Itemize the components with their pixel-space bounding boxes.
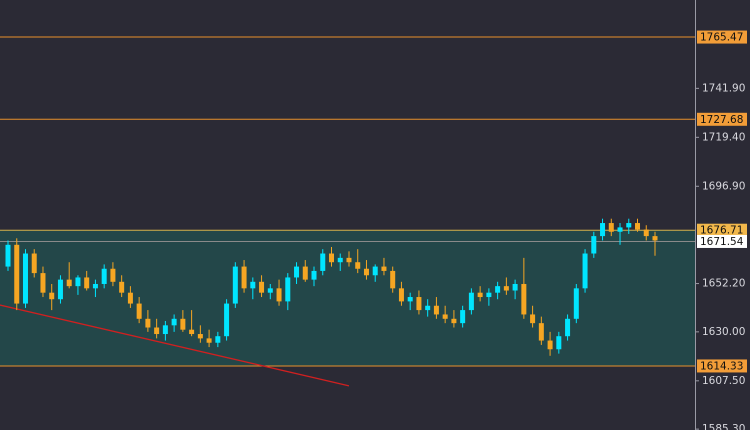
- level-label-box: [697, 223, 747, 237]
- candle-body: [276, 288, 282, 302]
- candle-body: [22, 253, 28, 304]
- candle-body: [145, 318, 151, 328]
- candle-body: [241, 266, 247, 289]
- candle-body: [591, 236, 597, 254]
- plot-area: [0, 36, 695, 387]
- y-tick-label: 1652.20: [702, 278, 745, 290]
- candle-body: [398, 288, 404, 302]
- level-label-box: [697, 234, 747, 248]
- level-label: 1676.71: [700, 225, 743, 237]
- candle-body: [197, 334, 203, 339]
- candle-body: [31, 253, 37, 274]
- y-tick-label: 1696.90: [702, 180, 745, 192]
- candle-body: [582, 253, 588, 289]
- candle-body: [530, 314, 536, 324]
- candle-body: [608, 223, 614, 232]
- y-tick-label: 1585.30: [702, 423, 745, 430]
- candle-body: [381, 266, 387, 271]
- candle-body: [49, 292, 55, 300]
- candle-body: [267, 288, 273, 293]
- candle-body: [84, 277, 90, 289]
- candle-body: [206, 338, 212, 343]
- candle-body: [547, 340, 553, 350]
- candle-body: [40, 273, 46, 293]
- candle-body: [189, 329, 195, 335]
- candle-body: [538, 323, 544, 341]
- zone: [0, 230, 695, 366]
- candle-body: [250, 281, 256, 289]
- candle-body: [302, 266, 308, 280]
- candle-body: [495, 286, 501, 293]
- y-tick-label: 1741.90: [702, 82, 745, 94]
- candle-body: [468, 292, 474, 311]
- y-tick-label: 1630.00: [702, 326, 745, 338]
- candle-body: [573, 288, 579, 319]
- candle-body: [390, 270, 396, 289]
- candle-body: [600, 223, 606, 237]
- candle-body: [66, 279, 72, 287]
- level-label-box: [697, 359, 747, 373]
- candle-body: [407, 297, 413, 302]
- candle-body: [180, 318, 186, 330]
- candle-body: [460, 310, 466, 324]
- candle-body: [442, 314, 448, 319]
- candle-body: [521, 283, 527, 315]
- price-axis: 1741.90 1719.40 1696.90 1652.20 1630.00 1607.…: [695, 30, 747, 430]
- candle-body: [14, 244, 20, 304]
- candle-body: [259, 281, 265, 293]
- candle-body: [110, 268, 116, 282]
- trendline: [0, 304, 350, 387]
- candle-body: [57, 279, 63, 300]
- level-label: 1614.33: [700, 360, 743, 372]
- candle-body: [363, 268, 369, 276]
- candle-body: [626, 223, 632, 228]
- candle-body: [512, 283, 518, 291]
- level-label-box: [697, 30, 747, 44]
- candle-body: [285, 277, 291, 302]
- level-label: 1765.47: [700, 32, 743, 44]
- candle-body: [329, 253, 334, 263]
- candle-body: [477, 292, 483, 298]
- candle-body: [5, 244, 11, 267]
- candle-body: [617, 227, 623, 232]
- candle-body: [294, 266, 300, 278]
- level-label: 1727.68: [700, 114, 743, 126]
- candle-body: [503, 286, 509, 291]
- candle-body: [433, 305, 439, 315]
- candle-body: [224, 303, 230, 337]
- candle-body: [127, 292, 133, 304]
- candle-body: [162, 325, 168, 335]
- candle-body: [101, 268, 107, 284]
- candle-body: [355, 262, 361, 269]
- candle-body: [372, 266, 378, 276]
- candle-body: [119, 281, 125, 293]
- candle-body: [232, 266, 238, 304]
- candle-body: [416, 297, 422, 311]
- candle-body: [171, 318, 177, 326]
- level-label: 1671.54: [700, 236, 744, 248]
- candle-body: [635, 223, 641, 230]
- candle-body: [154, 327, 160, 335]
- candle-body: [320, 253, 326, 271]
- candle-body: [337, 257, 343, 263]
- y-tick-label: 1607.50: [702, 375, 745, 387]
- candle-body: [215, 336, 221, 343]
- candle-body: [425, 305, 431, 311]
- candle-body: [311, 270, 317, 280]
- candle-body: [451, 318, 457, 324]
- candle-body: [92, 283, 98, 289]
- y-tick-label: 1719.40: [702, 131, 745, 143]
- candle-body: [565, 318, 571, 337]
- candle-body: [136, 303, 142, 319]
- level-label-box: [697, 112, 747, 126]
- candle-body: [652, 236, 658, 241]
- candle-body: [75, 277, 81, 287]
- candle-body: [346, 257, 352, 263]
- candle-body: [643, 229, 649, 237]
- candle-body: [486, 292, 492, 298]
- candle-body: [556, 336, 562, 350]
